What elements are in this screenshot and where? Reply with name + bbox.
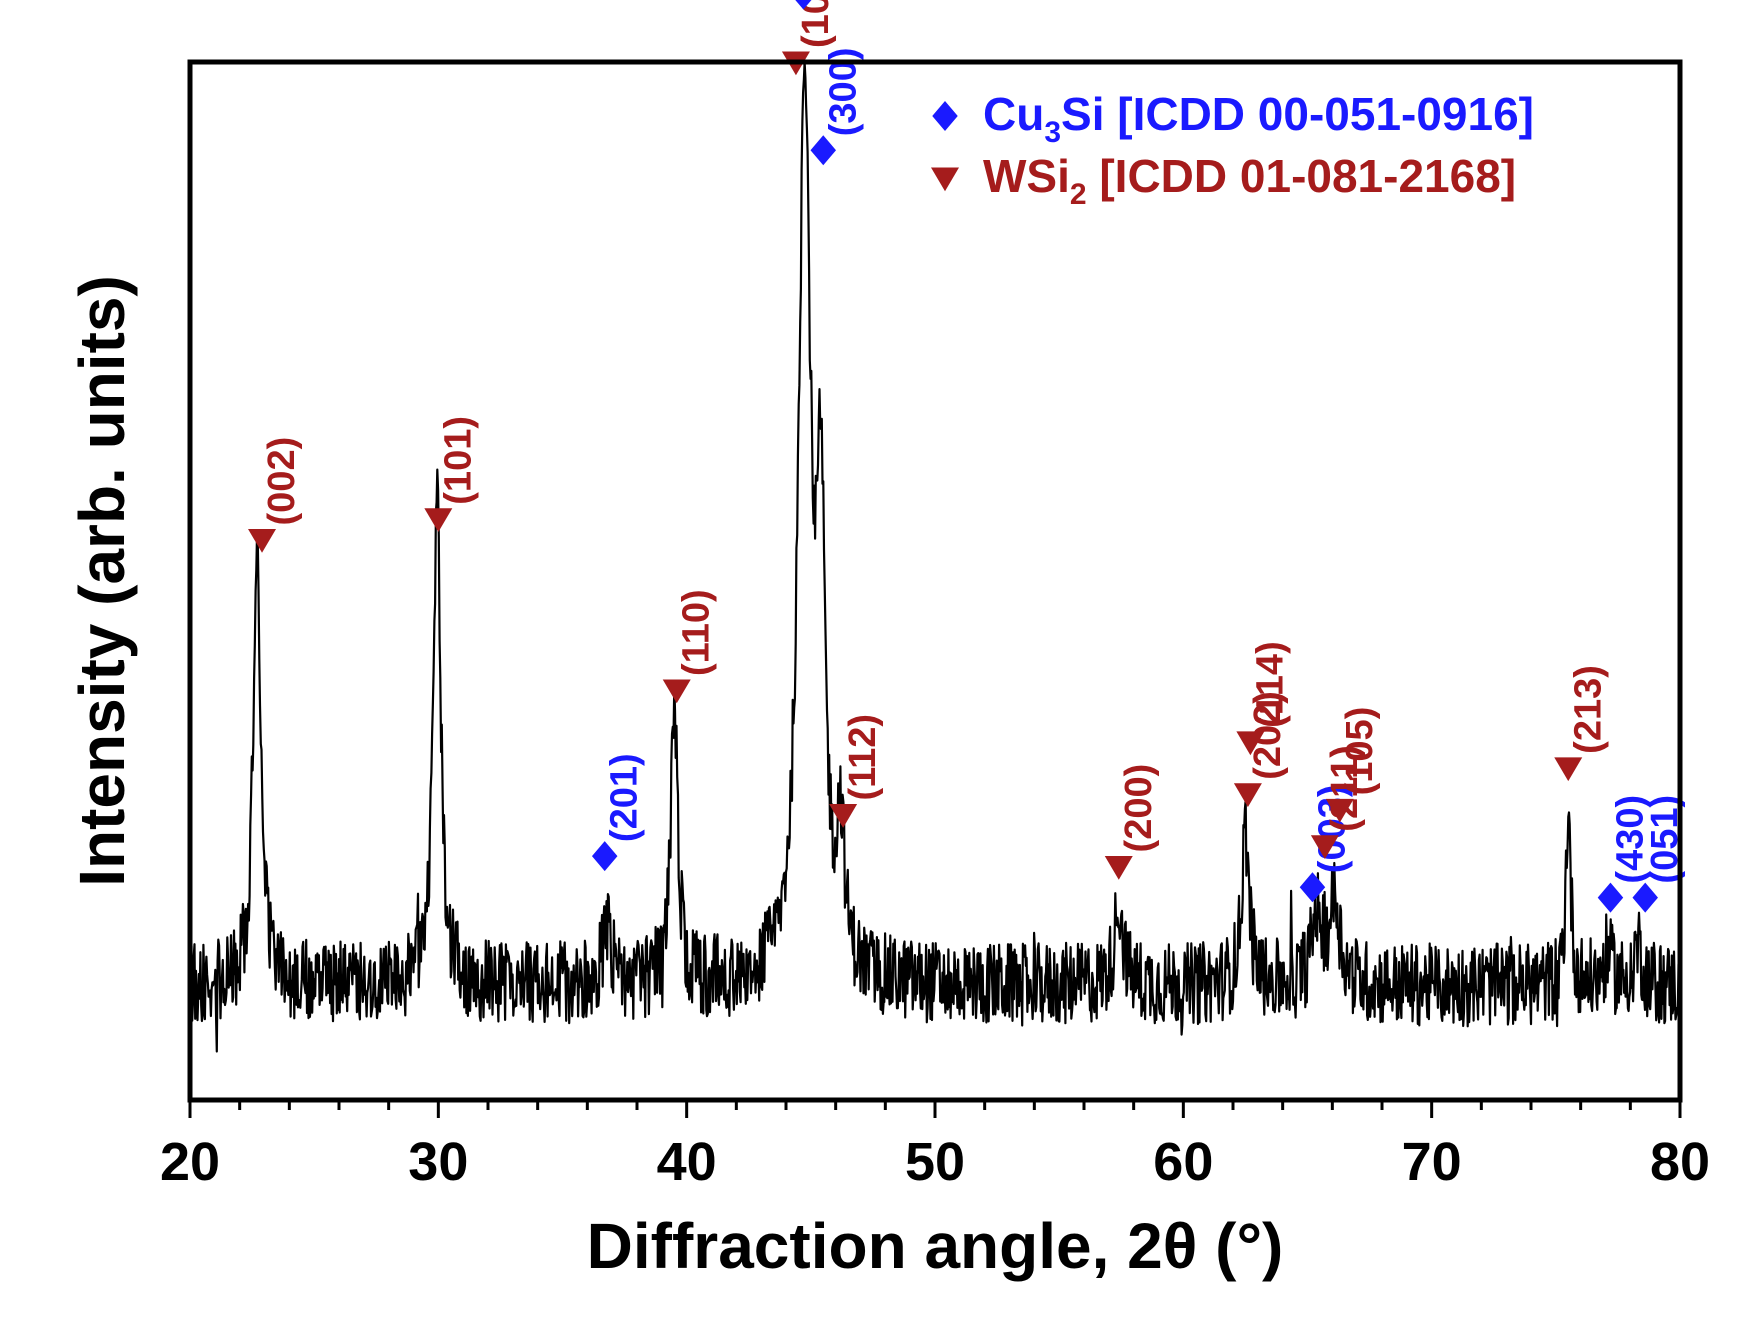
peak-annotation: (114) <box>1236 641 1291 756</box>
peak-annotation: (101) <box>424 416 479 533</box>
cu3si-peak-marker <box>1597 882 1624 913</box>
xrd-pattern-line <box>188 60 1682 1053</box>
peak-annotation: (112) <box>829 714 884 828</box>
peak-label: (200) <box>1118 764 1160 853</box>
wsi2-peak-marker <box>662 679 691 704</box>
peak-label: (103) <box>795 0 837 48</box>
cu3si-peak-marker <box>1299 872 1326 903</box>
cu3si-peak-marker <box>1632 882 1658 913</box>
peak-label: (430) <box>1609 795 1651 884</box>
x-axis: 20 30 40 50 60 70 80 <box>160 1100 1710 1192</box>
peak-label: (112) <box>842 714 884 801</box>
legend-diamond-marker <box>932 101 958 131</box>
legend-subscript: 3 <box>1044 116 1061 149</box>
legend: Cu3Si [ICDD 00-051-0916]WSi2 [ICDD 01-08… <box>931 88 1534 211</box>
x-tick-label: 30 <box>408 1132 468 1192</box>
wsi2-peak-marker <box>829 804 858 828</box>
peak-annotation: (012) <box>795 0 812 10</box>
peak-annotation: (300) <box>810 48 864 166</box>
wsi2-peak-marker <box>1325 798 1354 823</box>
peak-annotation: (110) <box>662 589 718 704</box>
x-axis-label: Diffraction angle, 2θ (°) <box>587 1210 1284 1282</box>
cu3si-peak-marker <box>810 135 836 166</box>
peak-label: (213) <box>1567 665 1609 754</box>
legend-triangle-marker <box>931 167 959 192</box>
legend-reference: [ICDD 01-081-2168] <box>1087 150 1517 202</box>
legend-entry: Cu3Si [ICDD 00-051-0916] <box>932 88 1534 149</box>
data-layer <box>188 60 1682 1053</box>
peak-annotation: (201) <box>591 753 646 872</box>
peak-annotation: (202) <box>1233 691 1289 808</box>
x-tick-label: 50 <box>905 1132 965 1192</box>
peak-label: (114) <box>1249 641 1291 728</box>
legend-reference: Si [ICDD 00-051-0916] <box>1061 88 1534 140</box>
cu3si-peak-marker <box>591 841 618 872</box>
x-tick-label: 60 <box>1153 1132 1213 1192</box>
wsi2-peak-marker <box>1233 783 1262 808</box>
legend-entry: WSi2 [ICDD 01-081-2168] <box>931 150 1516 211</box>
peak-annotation: (200) <box>1104 764 1160 880</box>
legend-label: Cu3Si [ICDD 00-051-0916] <box>983 88 1534 149</box>
wsi2-peak-marker <box>1236 731 1265 756</box>
peak-label: (101) <box>437 416 479 505</box>
x-tick-label: 70 <box>1402 1132 1462 1192</box>
legend-label: WSi2 [ICDD 01-081-2168] <box>983 150 1516 211</box>
wsi2-peak-marker <box>1104 855 1133 880</box>
peak-label: (105) <box>1339 707 1381 796</box>
x-tick-label: 20 <box>160 1132 220 1192</box>
wsi2-peak-marker <box>1554 757 1583 782</box>
peak-annotation: (213) <box>1554 665 1609 782</box>
peak-label: (110) <box>676 589 718 676</box>
legend-formula: Cu <box>983 88 1044 140</box>
peak-annotation: (002) <box>248 437 303 553</box>
wsi2-peak-marker <box>424 508 453 533</box>
peak-annotation: (211) <box>1310 745 1366 859</box>
peak-label: (211) <box>1324 745 1366 832</box>
peak-annotation: (105) <box>1325 707 1381 823</box>
cu3si-peak-marker <box>795 0 812 10</box>
peak-label: (201) <box>604 753 646 842</box>
legend-subscript: 2 <box>1070 178 1087 211</box>
peak-label: (002) <box>261 437 303 526</box>
wsi2-peak-marker <box>1310 835 1339 859</box>
legend-formula: WSi <box>983 150 1070 202</box>
x-tick-label: 40 <box>657 1132 717 1192</box>
x-tick-label: 80 <box>1650 1132 1710 1192</box>
peak-annotation: (430) <box>1597 795 1651 913</box>
wsi2-peak-marker <box>248 528 277 553</box>
y-axis-label: Intensity (arb. units) <box>66 275 138 887</box>
